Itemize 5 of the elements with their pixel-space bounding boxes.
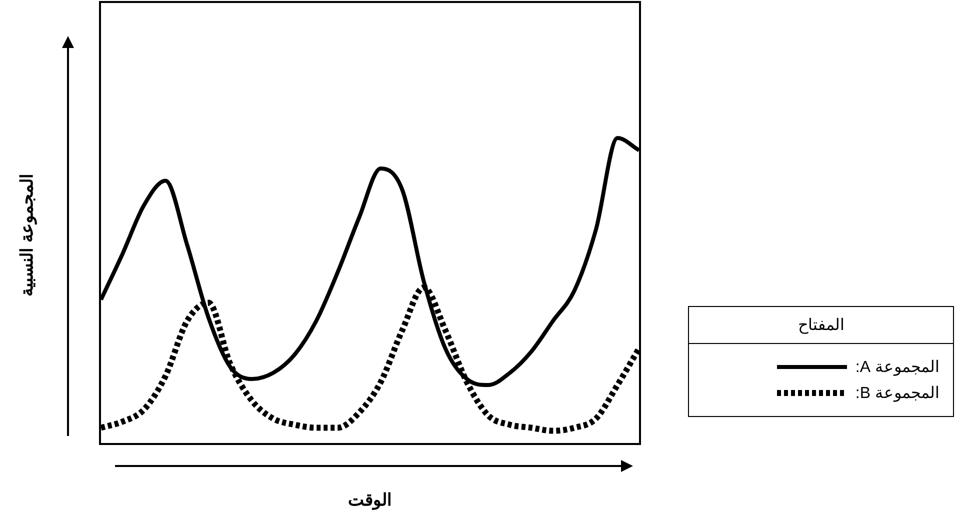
legend-title: المفتاح <box>689 307 953 344</box>
legend-label: المجموعة B: <box>855 384 939 403</box>
x-axis-title: الوقت <box>348 490 392 510</box>
y-axis-title: المجموعة النسبية <box>16 174 38 296</box>
legend-label: المجموعة A: <box>855 358 939 377</box>
